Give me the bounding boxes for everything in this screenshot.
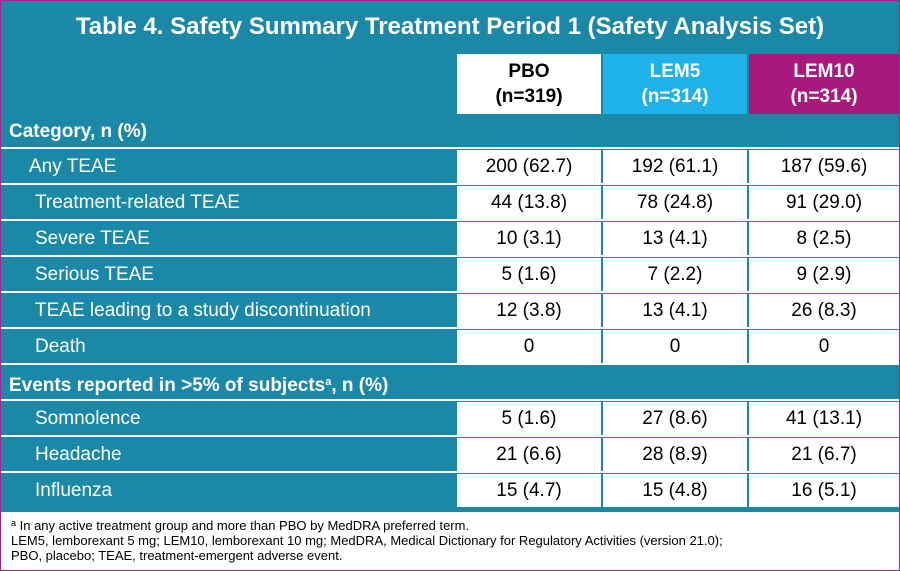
value-pbo: 44 (13.8) xyxy=(457,186,601,219)
row-label: Somnolence xyxy=(1,402,455,435)
value-lem5: 192 (61.1) xyxy=(603,150,747,183)
section-label: Category, n (%) xyxy=(9,121,147,142)
table-row: Serious TEAE 5 (1.6) 7 (2.2) 9 (2.9) xyxy=(1,257,899,291)
section-events: Events reported in >5% of subjectsa, n (… xyxy=(1,365,899,399)
footnote-line: a In any active treatment group and more… xyxy=(11,516,899,533)
table-row: Death 0 0 0 xyxy=(1,329,899,363)
row-label: Influenza xyxy=(1,474,455,507)
column-header-lem10: LEM10 (n=314) xyxy=(749,54,899,114)
value-pbo: 0 xyxy=(457,330,601,363)
table-row: Treatment-related TEAE 44 (13.8) 78 (24.… xyxy=(1,185,899,219)
value-lem10: 187 (59.6) xyxy=(749,150,899,183)
value-pbo: 5 (1.6) xyxy=(457,258,601,291)
table-row: TEAE leading to a study discontinuation … xyxy=(1,293,899,327)
value-pbo: 12 (3.8) xyxy=(457,294,601,327)
column-n: (n=319) xyxy=(495,86,563,107)
footnotes: a In any active treatment group and more… xyxy=(1,511,899,570)
footnote-text: In any active treatment group and more t… xyxy=(16,518,470,533)
value-lem10: 26 (8.3) xyxy=(749,294,899,327)
value-pbo: 5 (1.6) xyxy=(457,402,601,435)
table-row: Severe TEAE 10 (3.1) 13 (4.1) 8 (2.5) xyxy=(1,221,899,255)
value-lem10: 21 (6.7) xyxy=(749,438,899,471)
column-header-lem5: LEM5 (n=314) xyxy=(603,54,747,114)
value-lem10: 91 (29.0) xyxy=(749,186,899,219)
value-lem10: 0 xyxy=(749,330,899,363)
table-row: Somnolence 5 (1.6) 27 (8.6) 41 (13.1) xyxy=(1,401,899,435)
section-label: Events reported in >5% of subjects xyxy=(9,375,326,396)
row-label: TEAE leading to a study discontinuation xyxy=(1,294,455,327)
column-name: LEM10 xyxy=(793,61,855,82)
section-label-suffix: , n (%) xyxy=(331,375,389,396)
value-lem5: 15 (4.8) xyxy=(603,474,747,507)
value-pbo: 10 (3.1) xyxy=(457,222,601,255)
value-lem5: 13 (4.1) xyxy=(603,294,747,327)
value-lem5: 28 (8.9) xyxy=(603,438,747,471)
table-title: Table 4. Safety Summary Treatment Period… xyxy=(1,1,899,52)
row-label: Headache xyxy=(1,438,455,471)
footnote-marker: a xyxy=(325,376,332,388)
row-label: Death xyxy=(1,330,455,363)
value-pbo: 200 (62.7) xyxy=(457,150,601,183)
row-label: Treatment-related TEAE xyxy=(1,186,455,219)
value-lem10: 9 (2.9) xyxy=(749,258,899,291)
column-n: (n=314) xyxy=(790,86,858,107)
value-pbo: 15 (4.7) xyxy=(457,474,601,507)
value-pbo: 21 (6.6) xyxy=(457,438,601,471)
column-name: PBO xyxy=(508,61,550,82)
column-header-pbo: PBO (n=319) xyxy=(457,54,601,114)
footnote-line: LEM5, lemborexant 5 mg; LEM10, lemborexa… xyxy=(11,533,723,548)
column-name: LEM5 xyxy=(649,61,701,82)
footnote-line: PBO, placebo; TEAE, treatment-emergent a… xyxy=(11,548,343,563)
value-lem5: 0 xyxy=(603,330,747,363)
value-lem5: 13 (4.1) xyxy=(603,222,747,255)
table-row: Headache 21 (6.6) 28 (8.9) 21 (6.7) xyxy=(1,437,899,471)
value-lem10: 16 (5.1) xyxy=(749,474,899,507)
table-row: Influenza 15 (4.7) 15 (4.8) 16 (5.1) xyxy=(1,473,899,511)
section-category: Category, n (%) xyxy=(1,116,899,147)
table-row: Any TEAE 200 (62.7) 192 (61.1) 187 (59.6… xyxy=(1,149,899,183)
row-label: Serious TEAE xyxy=(1,258,455,291)
value-lem5: 7 (2.2) xyxy=(603,258,747,291)
value-lem10: 41 (13.1) xyxy=(749,402,899,435)
value-lem5: 78 (24.8) xyxy=(603,186,747,219)
row-label: Any TEAE xyxy=(1,150,455,183)
value-lem5: 27 (8.6) xyxy=(603,402,747,435)
column-n: (n=314) xyxy=(641,86,709,107)
row-label: Severe TEAE xyxy=(1,222,455,255)
value-lem10: 8 (2.5) xyxy=(749,222,899,255)
footnote-marker: a xyxy=(11,518,17,528)
